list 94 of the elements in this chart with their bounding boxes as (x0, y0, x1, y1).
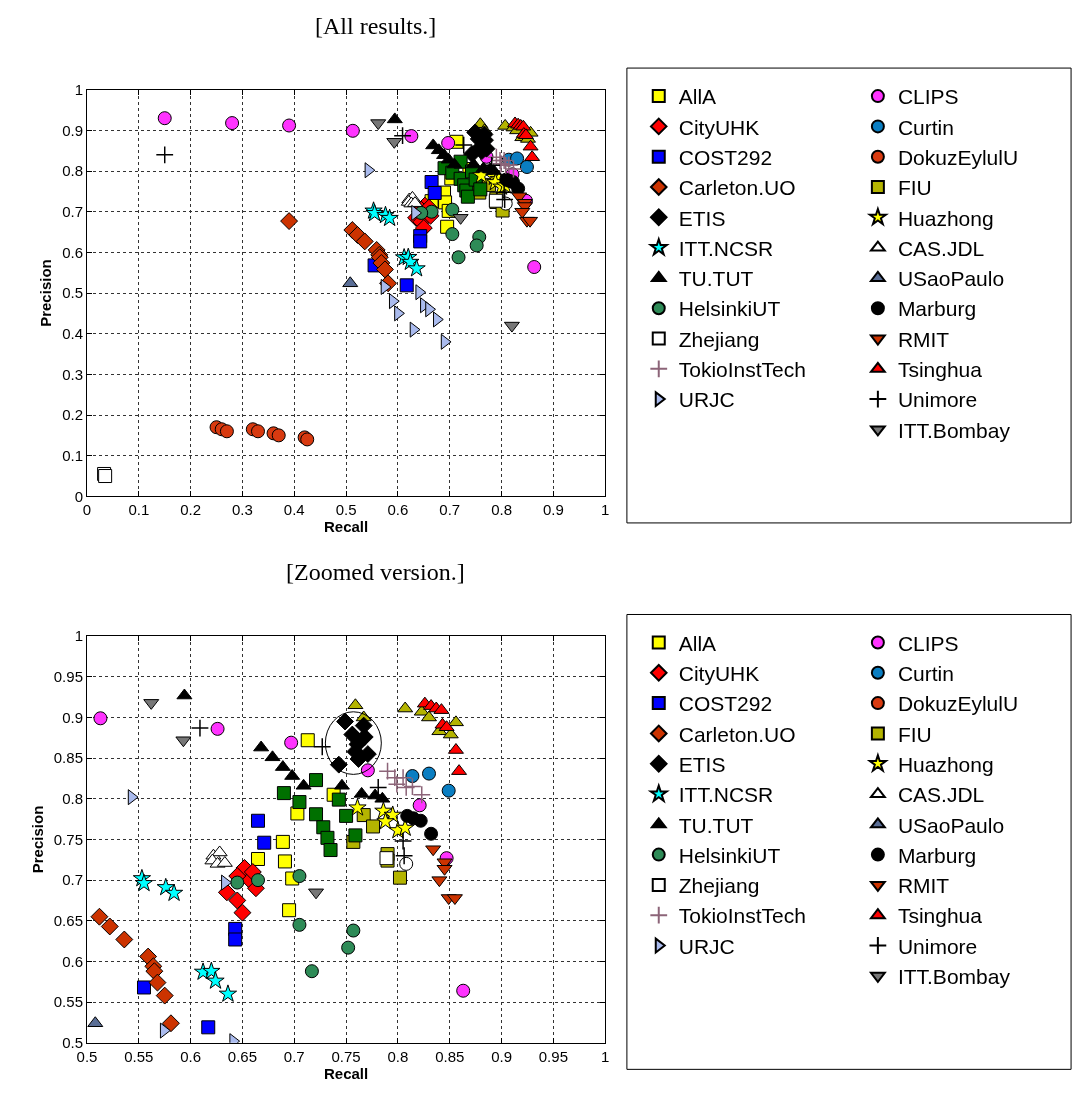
legend-label: FIU (897, 722, 932, 746)
x-tick-label: 1 (601, 1047, 610, 1065)
y-tick-label: 0.3 (62, 365, 83, 383)
legend-label: ITT.Bombay (897, 965, 1011, 989)
legend-label: Tsinghua (897, 357, 983, 381)
y-axis-title: Precision (37, 259, 55, 327)
x-tick-label: 0.95 (538, 1047, 568, 1065)
legend-label: Marburg (897, 297, 977, 321)
x-tick-label: 0.9 (542, 501, 564, 519)
legend-label: COST292 (678, 145, 773, 169)
legend-label: TU.TUT (678, 813, 754, 837)
x-tick-label: 0.65 (227, 1047, 258, 1065)
y-tick-label: 0.85 (53, 749, 83, 767)
legend-label: DokuzEylulU (897, 692, 1019, 716)
legend-label: DokuzEylulU (897, 145, 1019, 169)
y-tick-label: 0.6 (62, 952, 83, 970)
x-tick-label: 0.1 (128, 501, 150, 519)
y-tick-label: 0.75 (53, 830, 83, 848)
y-tick-label: 0.65 (53, 912, 83, 930)
legend-label: Marburg (897, 843, 977, 867)
y-tick-label: 0.2 (62, 406, 83, 424)
x-tick-label: 1 (601, 501, 610, 519)
legend-label: TokioInstTech (678, 357, 806, 381)
legend-label: HelsinkiUT (678, 297, 781, 321)
x-tick-label: 0.5 (335, 501, 357, 519)
x-tick-label: 0.3 (232, 501, 253, 519)
legend-label: TU.TUT (678, 267, 754, 291)
legend-label: Curtin (897, 115, 954, 139)
legend-label: USaoPaulo (897, 267, 1005, 291)
legend-label: FIU (897, 176, 932, 200)
y-tick-label: 0.9 (62, 708, 83, 726)
legend-label: USaoPaulo (897, 813, 1005, 837)
y-tick-label: 0.1 (62, 446, 83, 464)
legend-label: CLIPS (897, 85, 959, 109)
legend-label: Carleton.UO (678, 176, 796, 200)
chart-title: [Zoomed version.] (286, 559, 465, 585)
legend-label: Curtin (897, 662, 954, 686)
y-tick-label: 0.4 (62, 324, 83, 342)
legend-label: ETIS (678, 206, 726, 230)
chart-title: [All results.] (315, 13, 437, 39)
legend-label: RMIT (897, 874, 950, 898)
y-tick-label: 0.55 (53, 993, 83, 1011)
y-tick-label: 0.7 (62, 202, 83, 220)
x-axis-title: Recall (323, 518, 369, 536)
legend-label: Unimore (897, 388, 978, 412)
legend-label: CAS.JDL (897, 236, 985, 260)
y-tick-label: 0.5 (62, 284, 83, 302)
y-tick-label: 0.6 (62, 243, 83, 261)
legend-label: CAS.JDL (897, 783, 985, 807)
y-tick-label: 1 (74, 80, 83, 98)
x-tick-label: 0.6 (180, 1047, 202, 1065)
x-tick-label: 0.75 (331, 1047, 361, 1065)
legend-label: CityUHK (678, 662, 760, 686)
y-tick-label: 0.9 (62, 121, 83, 139)
x-tick-label: 0.85 (435, 1047, 465, 1065)
legend-label: URJC (678, 934, 735, 958)
legend-label: Tsinghua (897, 904, 983, 928)
legend-label: TokioInstTech (678, 904, 806, 928)
legend-label: Huazhong (897, 206, 994, 230)
legend-label: Carleton.UO (678, 722, 796, 746)
x-tick-label: 0.7 (283, 1047, 305, 1065)
y-tick-label: 1 (74, 627, 83, 645)
y-tick-label: 0.5 (62, 1034, 83, 1052)
legend-label: Zhejiang (678, 874, 760, 898)
x-tick-label: 0.6 (387, 501, 409, 519)
y-tick-label: 0.95 (53, 668, 83, 686)
y-tick-label: 0 (74, 487, 83, 505)
x-tick-label: 0.2 (180, 501, 202, 519)
legend-label: Zhejiang (678, 327, 760, 351)
x-axis-title: Recall (323, 1064, 369, 1082)
legend-label: AllA (678, 85, 717, 109)
x-tick-label: 0.4 (283, 501, 305, 519)
legend-label: URJC (678, 388, 735, 412)
legend-label: HelsinkiUT (678, 843, 781, 867)
legend-label: CityUHK (678, 115, 760, 139)
legend-label: Unimore (897, 934, 978, 958)
x-tick-label: 0.7 (439, 501, 461, 519)
x-tick-label: 0.8 (491, 501, 512, 519)
legend-label: ETIS (678, 752, 726, 776)
y-tick-label: 0.8 (62, 162, 83, 180)
y-tick-label: 0.8 (62, 790, 83, 808)
y-axis-title: Precision (29, 805, 47, 874)
legend-label: COST292 (678, 692, 773, 716)
x-tick-label: 0.55 (124, 1047, 154, 1065)
x-tick-label: 0.8 (387, 1047, 409, 1065)
legend-label: RMIT (897, 327, 950, 351)
legend-label: ITT.NCSR (678, 783, 774, 807)
legend-label: Huazhong (897, 752, 994, 776)
legend-label: CLIPS (897, 631, 959, 655)
y-tick-label: 0.7 (62, 871, 83, 889)
legend-label: ITT.NCSR (678, 236, 774, 260)
legend-label: AllA (678, 631, 717, 655)
x-tick-label: 0.9 (491, 1047, 512, 1065)
legend-label: ITT.Bombay (897, 418, 1011, 442)
